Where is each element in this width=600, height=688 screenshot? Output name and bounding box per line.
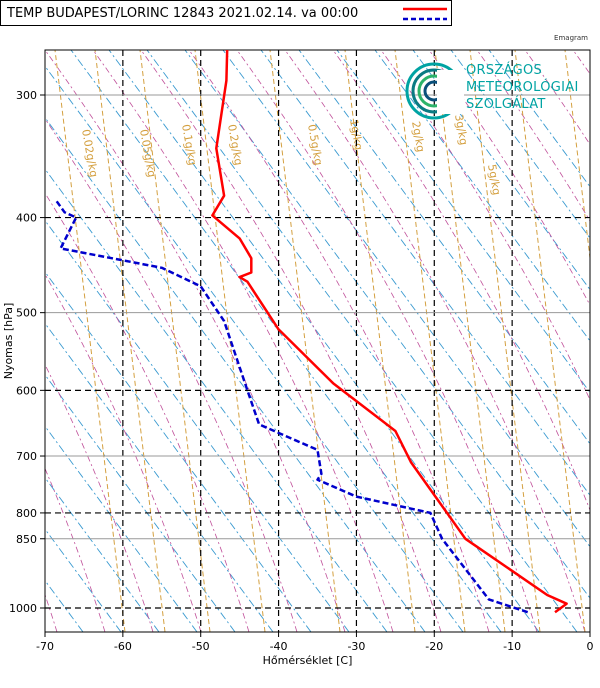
dry-adiabat <box>336 50 590 394</box>
y-tick-label: 300 <box>16 89 37 102</box>
moist-adiabat <box>45 50 346 632</box>
dry-adiabat <box>412 50 590 291</box>
moist-adiabat <box>284 50 586 632</box>
data-series <box>55 50 568 614</box>
mixing-ratio-line <box>394 50 466 632</box>
moist-adiabat <box>572 50 590 75</box>
mixing-ratio-line <box>564 50 590 263</box>
y-tick-label: 1000 <box>9 602 37 615</box>
mixing-ratio-line <box>139 50 211 632</box>
plot-border <box>44 49 591 633</box>
omsz-logo-mark <box>405 62 464 120</box>
dry-adiabat <box>108 50 540 632</box>
moist-adiabat <box>45 118 298 632</box>
dry-adiabat <box>70 50 502 632</box>
mixing-ratio-line <box>434 50 506 632</box>
logo-line-3: SZOLGÁLAT <box>466 97 546 112</box>
x-tick-label: -30 <box>347 640 365 653</box>
mixing-ratio-label: 0.5g/kg <box>305 123 325 166</box>
moist-adiabat <box>92 50 394 632</box>
moist-adiabat <box>45 192 250 632</box>
moist-adiabat <box>188 50 490 632</box>
mixing-ratio-label: 3g/kg <box>452 113 470 146</box>
moist-adiabat <box>45 273 202 632</box>
chart-title: TEMP BUDAPEST/LORINC 12843 2021.02.14. v… <box>7 6 359 21</box>
logo-line-2: METEOROLÓGIAI <box>466 80 579 95</box>
dry-adiabat <box>146 50 578 632</box>
chart-header: TEMP BUDAPEST/LORINC 12843 2021.02.14. v… <box>0 0 452 26</box>
dry-adiabat <box>45 219 350 632</box>
legend-keys <box>403 7 447 21</box>
x-tick-label: -70 <box>36 640 54 653</box>
dry-adiabat <box>298 50 590 445</box>
mixing-ratio-line <box>194 50 266 632</box>
logo-line-1: ORSZÁGOS <box>466 63 543 78</box>
y-tick-label: 800 <box>16 507 37 520</box>
dry-adiabat <box>45 65 464 632</box>
x-axis-label: Hőmérséklet [C] <box>263 654 353 667</box>
moist-adiabat <box>428 50 590 306</box>
y-tick-label: 400 <box>16 212 37 225</box>
y-tick-label: 700 <box>16 450 37 463</box>
dry-adiabat <box>488 50 590 188</box>
x-tick-label: -50 <box>192 640 210 653</box>
mixing-ratio-line <box>269 50 341 632</box>
dry-adiabat <box>450 50 590 239</box>
dry-adiabat <box>184 50 590 599</box>
mixing-ratio-label: 2g/kg <box>409 120 427 153</box>
temperature-profile-line <box>211 50 568 614</box>
dry-adiabat <box>45 271 312 632</box>
moist-adiabat <box>140 50 442 632</box>
mixing-ratio-label: 5g/kg <box>485 163 503 196</box>
moist-adiabat <box>236 50 538 632</box>
dry-adiabat <box>260 50 590 497</box>
moist-adiabat <box>45 363 154 632</box>
mixing-ratio-label: 0.02g/kg <box>79 128 100 178</box>
background-lines: 0.02g/kg 0.05g/kg 0.1g/kg 0.2g/kg 0.5g/kg 1g/… <box>45 50 590 632</box>
mixing-ratio-line <box>94 50 166 632</box>
mixing-ratio-label: 0.05g/kg <box>137 128 158 178</box>
y-tick-label: 600 <box>16 384 37 397</box>
dry-adiabat <box>222 50 590 548</box>
mixing-ratio-line <box>54 50 126 632</box>
moist-adiabat <box>45 467 106 632</box>
chart-credit: Emagram <box>554 34 588 42</box>
x-tick-label: -60 <box>114 640 132 653</box>
mixing-ratio-line <box>344 50 416 632</box>
x-tick-label: -20 <box>425 640 443 653</box>
dewpoint-profile-line <box>55 200 529 614</box>
y-axis-label: Nyomas [hPa] <box>2 303 15 380</box>
mixing-ratio-line <box>469 50 541 632</box>
x-tick-label: 0 <box>587 640 594 653</box>
omsz-logo: ORSZÁGOS METEOROLÓGIAI SZOLGÁLAT <box>404 60 594 122</box>
dry-adiabat <box>374 50 590 342</box>
y-tick-label: 500 <box>16 307 37 320</box>
y-tick-label: 850 <box>16 533 37 546</box>
mixing-ratio-line <box>514 50 586 632</box>
moist-adiabat <box>476 50 590 222</box>
x-tick-label: -10 <box>503 640 521 653</box>
x-tick-label: -40 <box>270 640 288 653</box>
